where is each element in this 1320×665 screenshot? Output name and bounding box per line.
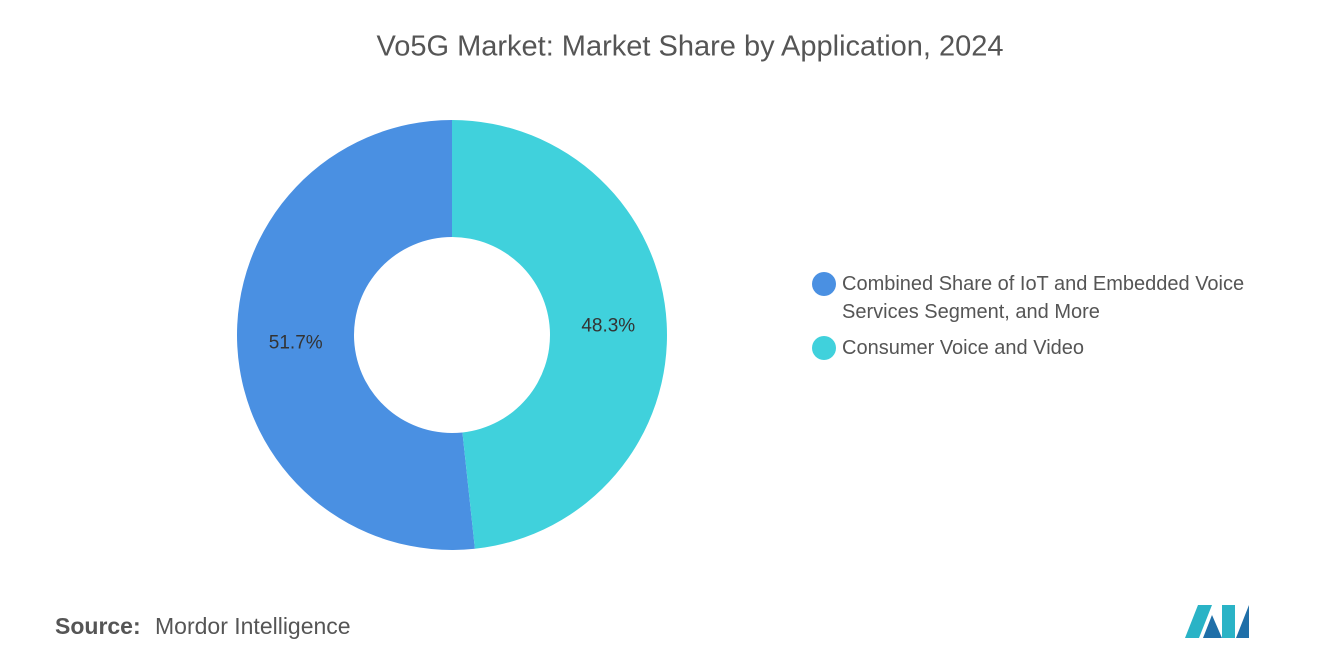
logo <box>1185 605 1249 638</box>
legend: Combined Share of IoT and Embedded Voice… <box>812 270 1312 370</box>
source-text: Mordor Intelligence <box>155 613 351 639</box>
legend-item: Consumer Voice and Video <box>812 334 1312 362</box>
value-label: 48.3% <box>581 316 635 337</box>
legend-swatch <box>812 336 836 360</box>
source-label: Source: <box>55 613 141 639</box>
legend-item: Combined Share of IoT and Embedded Voice… <box>812 270 1312 326</box>
chart-title: Vo5G Market: Market Share by Application… <box>376 31 1003 63</box>
slice <box>452 120 667 549</box>
legend-label: Combined Share of IoT and Embedded Voice… <box>842 273 1245 323</box>
slice <box>236 120 475 551</box>
value-label: 51.7% <box>269 332 323 353</box>
legend-label: Consumer Voice and Video <box>842 337 1085 359</box>
legend-swatch <box>812 272 836 296</box>
